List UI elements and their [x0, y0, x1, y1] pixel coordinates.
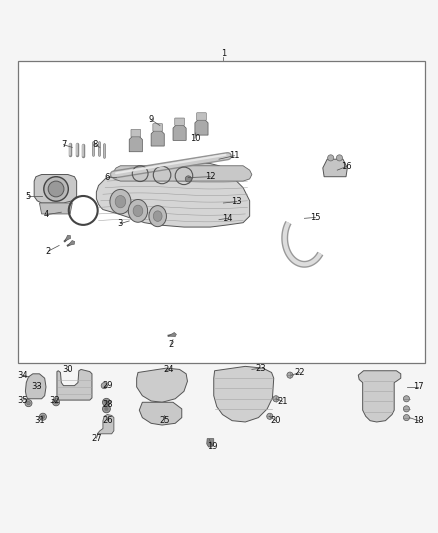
Text: 6: 6 [105, 173, 110, 182]
Ellipse shape [133, 205, 143, 216]
Text: 2: 2 [168, 340, 173, 349]
Circle shape [403, 415, 410, 421]
Circle shape [48, 181, 64, 197]
Polygon shape [34, 174, 77, 203]
Text: 9: 9 [148, 115, 154, 124]
Ellipse shape [128, 199, 148, 222]
Text: 24: 24 [163, 365, 174, 374]
Polygon shape [207, 439, 214, 447]
FancyBboxPatch shape [175, 118, 184, 125]
Text: 35: 35 [18, 395, 28, 405]
Circle shape [27, 401, 30, 405]
Circle shape [185, 176, 191, 182]
Polygon shape [57, 369, 92, 400]
Text: 3: 3 [118, 219, 123, 228]
Text: 25: 25 [159, 416, 170, 425]
FancyBboxPatch shape [131, 130, 141, 137]
Circle shape [39, 413, 46, 420]
Polygon shape [68, 240, 75, 246]
Polygon shape [323, 159, 347, 177]
Circle shape [336, 155, 343, 161]
Text: 29: 29 [102, 381, 113, 390]
Polygon shape [97, 415, 114, 434]
FancyBboxPatch shape [153, 124, 162, 131]
Text: 22: 22 [295, 368, 305, 377]
Circle shape [25, 400, 32, 407]
Text: 19: 19 [207, 441, 218, 450]
Text: 8: 8 [93, 140, 98, 149]
Text: 21: 21 [277, 397, 288, 406]
Text: 16: 16 [341, 162, 351, 171]
Text: 5: 5 [26, 192, 31, 201]
Text: 2: 2 [46, 247, 51, 256]
Circle shape [101, 383, 107, 389]
Text: 20: 20 [271, 416, 281, 425]
Polygon shape [173, 125, 186, 140]
Text: 32: 32 [49, 395, 60, 405]
Polygon shape [358, 371, 401, 422]
Text: 18: 18 [413, 416, 424, 425]
Ellipse shape [115, 196, 126, 208]
Text: 34: 34 [18, 370, 28, 379]
Text: 33: 33 [31, 383, 42, 391]
Text: 4: 4 [43, 211, 49, 219]
Polygon shape [65, 235, 71, 241]
Polygon shape [195, 120, 208, 135]
Ellipse shape [110, 189, 131, 214]
Text: 26: 26 [102, 416, 113, 425]
Text: 27: 27 [91, 434, 102, 443]
Circle shape [287, 372, 293, 378]
Circle shape [273, 395, 279, 402]
Text: 12: 12 [205, 172, 215, 181]
Text: 31: 31 [34, 416, 45, 425]
Polygon shape [137, 368, 187, 402]
Text: 30: 30 [63, 365, 73, 374]
Circle shape [105, 407, 108, 410]
Polygon shape [96, 164, 250, 227]
Ellipse shape [149, 206, 166, 227]
Circle shape [403, 395, 410, 402]
Circle shape [105, 400, 108, 404]
Circle shape [44, 177, 68, 201]
Text: 17: 17 [413, 383, 424, 391]
Text: 10: 10 [190, 134, 200, 143]
Circle shape [403, 406, 410, 412]
Circle shape [328, 155, 334, 161]
Polygon shape [139, 402, 182, 425]
Text: 7: 7 [61, 140, 66, 149]
Polygon shape [25, 374, 46, 399]
Polygon shape [214, 366, 274, 422]
Circle shape [102, 405, 110, 413]
Bar [18, 61, 425, 363]
Circle shape [54, 400, 58, 404]
Circle shape [102, 398, 110, 406]
Polygon shape [129, 136, 142, 152]
FancyBboxPatch shape [197, 113, 206, 120]
Text: 23: 23 [255, 364, 266, 373]
Text: 13: 13 [231, 197, 242, 206]
Text: 28: 28 [102, 400, 113, 409]
Text: 15: 15 [310, 213, 321, 222]
Text: 1: 1 [221, 49, 226, 58]
Polygon shape [113, 166, 252, 181]
Polygon shape [151, 131, 164, 146]
Text: 11: 11 [229, 151, 240, 160]
Circle shape [267, 413, 273, 419]
Text: 14: 14 [223, 214, 233, 223]
Polygon shape [39, 203, 72, 214]
Polygon shape [169, 333, 177, 337]
Ellipse shape [153, 211, 162, 221]
Circle shape [41, 415, 45, 418]
Circle shape [53, 399, 60, 406]
